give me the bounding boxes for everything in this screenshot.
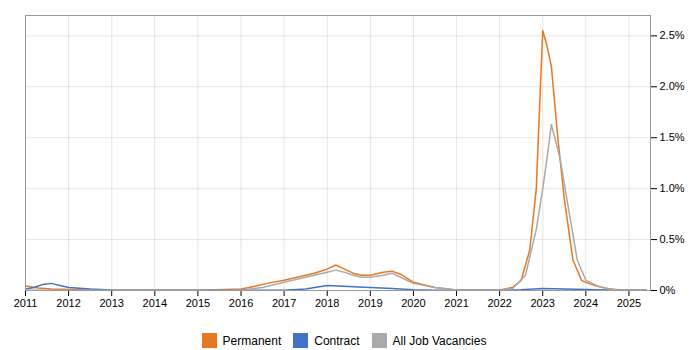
svg-text:1.0%: 1.0% <box>660 182 685 194</box>
svg-text:2011: 2011 <box>14 297 38 309</box>
svg-text:2015: 2015 <box>186 297 210 309</box>
svg-text:2016: 2016 <box>229 297 253 309</box>
html-text:Permanent: Permanent <box>222 333 282 348</box>
html-text:Contract: Contract <box>314 333 360 348</box>
svg-text:2022: 2022 <box>487 297 511 309</box>
svg-text:2024: 2024 <box>574 297 598 309</box>
svg-text:0%: 0% <box>660 284 676 296</box>
svg-text:2023: 2023 <box>530 297 554 309</box>
svg-text:2014: 2014 <box>143 297 167 309</box>
svg-text:2025: 2025 <box>617 297 641 309</box>
svg-text:2.5%: 2.5% <box>660 29 685 41</box>
svg-text:0.5%: 0.5% <box>660 233 685 245</box>
html-text:All Job Vacancies: All Job Vacancies <box>392 333 487 348</box>
svg-text:2018: 2018 <box>315 297 339 309</box>
svg-text:2019: 2019 <box>358 297 382 309</box>
svg-text:2012: 2012 <box>56 297 80 309</box>
svg-text:2021: 2021 <box>444 297 468 309</box>
svg-text:2.0%: 2.0% <box>660 80 685 92</box>
svg-text:2013: 2013 <box>99 297 123 309</box>
svg-text:2017: 2017 <box>272 297 296 309</box>
svg-text:1.5%: 1.5% <box>660 131 685 143</box>
svg-text:2020: 2020 <box>401 297 425 309</box>
